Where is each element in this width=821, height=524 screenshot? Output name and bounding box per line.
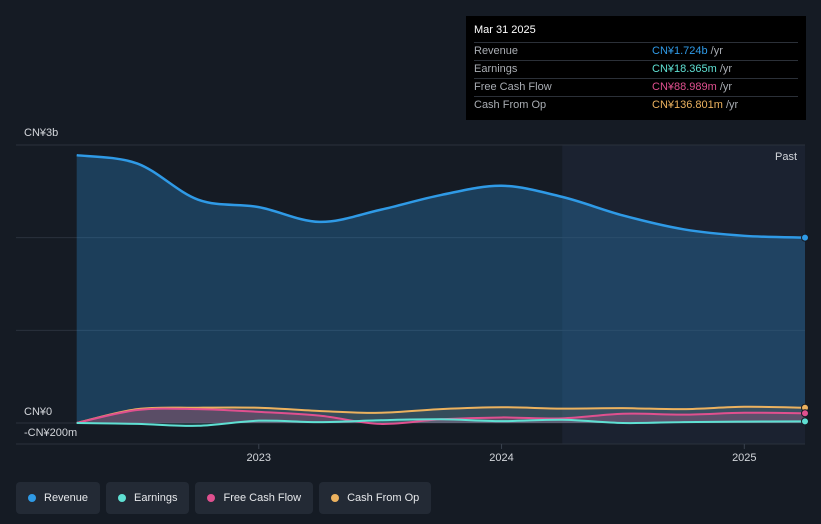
x-tick-label: 2023 (247, 452, 271, 464)
tooltip-row-revenue: Revenue CN¥1.724b /yr (474, 42, 798, 60)
legend-label: Revenue (44, 492, 89, 504)
tooltip-unit: /yr (725, 99, 739, 111)
area-cash-from-op (76, 406, 805, 423)
x-tick-label: 2025 (732, 452, 756, 464)
legend-label: Free Cash Flow (223, 492, 302, 504)
legend-dot-icon (331, 494, 340, 502)
x-tick-label: 2024 (489, 452, 513, 464)
y-tick-label: CN¥0 (24, 406, 52, 418)
tooltip-value: CN¥136.801m (652, 99, 723, 111)
tooltip-label: Free Cash Flow (474, 81, 552, 93)
tooltip-row-cash-from-op: Cash From Op CN¥136.801m /yr (474, 96, 798, 114)
tooltip: Mar 31 2025 Revenue CN¥1.724b /yr Earnin… (466, 16, 806, 120)
legend-item-cash-from-op[interactable]: Cash From Op (319, 482, 432, 514)
endpoint-earnings (801, 417, 809, 426)
past-label: Past (775, 151, 797, 163)
tooltip-row-free-cash-flow: Free Cash Flow CN¥88.989m /yr (474, 78, 798, 96)
area-revenue (76, 155, 805, 423)
y-tick-label: CN¥3b (24, 127, 58, 139)
tooltip-value: CN¥1.724b (652, 45, 708, 57)
line-revenue (76, 153, 806, 239)
tooltip-row-earnings: Earnings CN¥18.365m /yr (474, 60, 798, 78)
y-axis-ticks: CN¥3b CN¥0 -CN¥200m (24, 127, 77, 439)
legend-item-earnings[interactable]: Earnings (106, 482, 190, 514)
tooltip-unit: /yr (719, 81, 733, 93)
y-tick-label: -CN¥200m (24, 427, 77, 439)
tooltip-value: CN¥18.365m (652, 63, 717, 75)
tooltip-label: Cash From Op (474, 99, 547, 111)
tooltip-unit: /yr (719, 63, 733, 75)
legend-dot-icon (28, 494, 36, 502)
series-lines (76, 153, 806, 427)
tooltip-value: CN¥88.989m (652, 81, 717, 93)
past-region-shade (562, 145, 805, 444)
line-earnings (76, 418, 806, 427)
tooltip-label: Earnings (474, 63, 518, 75)
legend-label: Cash From Op (347, 492, 420, 504)
legend-item-revenue[interactable]: Revenue (16, 482, 101, 514)
legend: Revenue Earnings Free Cash Flow Cash Fro… (16, 482, 432, 514)
endpoint-free-cash-flow (801, 409, 809, 418)
legend-dot-icon (207, 494, 216, 502)
x-axis-ticks: 2023 2024 2025 (247, 444, 757, 464)
tooltip-label: Revenue (474, 45, 519, 57)
tooltip-date: Mar 31 2025 (474, 24, 536, 36)
line-cash-from-op (76, 405, 806, 424)
series-areas (76, 155, 805, 426)
past-region (562, 145, 805, 444)
legend-label: Earnings (134, 492, 178, 504)
tooltip-unit: /yr (710, 45, 723, 57)
endpoint-revenue (801, 233, 809, 242)
legend-dot-icon (118, 494, 127, 502)
series-endpoints (801, 233, 809, 426)
legend-item-free-cash-flow[interactable]: Free Cash Flow (195, 482, 314, 514)
